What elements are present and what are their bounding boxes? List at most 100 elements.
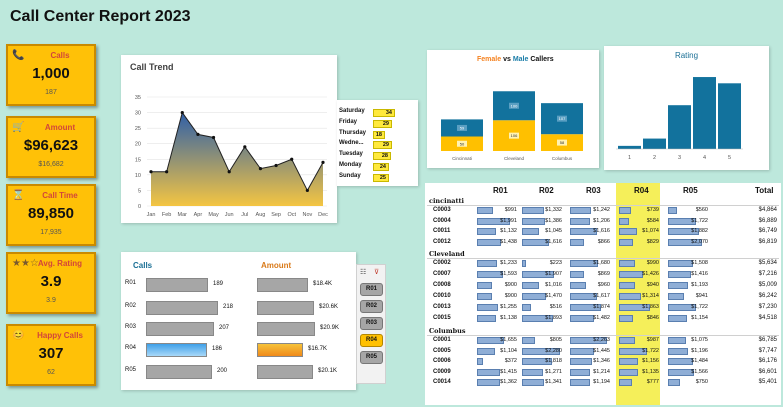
kpi-card-happy-calls[interactable]: 😊 Happy Calls 307 62	[6, 324, 96, 386]
kpi-card-calls[interactable]: 📞 Calls 1,000 187	[6, 44, 96, 106]
amount-bar-row[interactable]: $18.4K	[257, 277, 352, 292]
rating-bar[interactable]	[643, 138, 666, 149]
amount-bar-row[interactable]: $20.9K	[257, 321, 352, 336]
slicer-item-r03[interactable]: R03	[360, 317, 383, 330]
weekday-label: Monday	[339, 162, 362, 168]
calls-bar	[146, 301, 218, 315]
data-bar	[619, 260, 635, 267]
cell-value: $1,893	[545, 315, 562, 321]
weekday-label: Friday	[339, 118, 358, 125]
rating-chart[interactable]: Rating 1 2 3 4 5	[604, 46, 769, 170]
table-cell: $777	[619, 379, 659, 386]
kpi-card-call-time[interactable]: ⌛ Call Time 89,850 17,935	[6, 184, 96, 246]
clear-filter-icon[interactable]: ⊽	[374, 269, 380, 276]
rating-bar[interactable]	[618, 145, 641, 149]
call-trend-chart[interactable]: Call Trend 35 30 25 20 15 10 5 0 Jan Feb Mar Apr May…	[121, 55, 337, 223]
kpi-card-amount[interactable]: 🛒 Amount $96,623 $16,682	[6, 116, 96, 178]
gender-chart[interactable]: Female vs Male Callers 50 59 Cincinnati 106…	[427, 50, 599, 168]
row-total: $6,819	[758, 238, 777, 245]
weekday-row[interactable]: Monday 24	[337, 162, 418, 172]
data-bar	[477, 347, 495, 355]
weekday-row[interactable]: Sunday 25	[337, 173, 418, 183]
amount-bar-value: $20.6K	[319, 304, 339, 310]
female-label-bg	[457, 140, 467, 147]
weekday-chart[interactable]: Saturday 34 Friday 29 Thursday 18 Wedne... 29 Tu…	[337, 100, 418, 186]
trend-point[interactable]	[196, 132, 200, 136]
trend-point[interactable]	[305, 188, 309, 193]
calls-bar-label: R01	[125, 280, 137, 286]
data-bar	[668, 358, 693, 365]
slicer-item-r02[interactable]: R02	[360, 300, 383, 313]
weekday-row[interactable]: Thursday 18	[337, 130, 418, 140]
table-header[interactable]: R01	[493, 186, 508, 195]
trend-point[interactable]	[180, 110, 184, 115]
trend-point[interactable]	[227, 170, 231, 174]
table-row-id: C0010	[433, 293, 451, 299]
data-bar	[619, 228, 637, 235]
table-group-label[interactable]: Columbus	[429, 327, 466, 335]
data-bar	[522, 260, 526, 267]
table-group-label[interactable]: Cleveland	[429, 250, 465, 258]
weekday-row[interactable]: Saturday 34	[337, 108, 418, 118]
trend-point[interactable]	[149, 170, 153, 174]
trend-point[interactable]	[165, 170, 169, 174]
kpi-label: Avg. Rating	[37, 259, 83, 268]
amount-bar-value: $18.4K	[313, 281, 333, 287]
amount-bar-row[interactable]: $20.6K	[257, 300, 352, 315]
table-cell: $991	[477, 207, 517, 214]
slicer-item-r05[interactable]: R05	[360, 351, 383, 364]
multi-select-icon[interactable]: ☷	[360, 269, 367, 276]
weekday-bar: 25	[373, 173, 389, 182]
table-cell: $1,415	[477, 368, 517, 376]
slicer-item-r01[interactable]: R01	[360, 283, 383, 296]
table-header[interactable]: R03	[586, 186, 601, 195]
table-cell: $1,566	[668, 368, 708, 376]
calls-bar-row[interactable]: R04 186	[125, 342, 240, 357]
data-bar	[570, 358, 592, 365]
table-cell: $960	[570, 282, 610, 289]
region-slicer: ☷ ⊽ R01 R02 R03 R04 R05	[356, 264, 386, 384]
data-bar	[477, 358, 483, 365]
calls-bar-value: 207	[219, 325, 230, 331]
x-tick-label: Nov	[302, 212, 312, 218]
weekday-row[interactable]: Tuesday 28	[337, 151, 418, 161]
trend-point[interactable]	[321, 160, 325, 164]
trend-point[interactable]	[211, 135, 216, 140]
table-header[interactable]: R05	[683, 186, 698, 195]
table-header[interactable]: R02	[539, 186, 554, 195]
data-bar	[522, 228, 539, 235]
amount-bar-row[interactable]: $20.1K	[257, 364, 352, 379]
weekday-label: Saturday	[339, 108, 365, 114]
page-title: Call Center Report 2023	[10, 8, 191, 25]
kpi-card-avg-rating[interactable]: ★★☆ Avg. Rating 3.9 3.9	[6, 252, 96, 314]
rating-bar[interactable]	[668, 105, 691, 149]
rating-bar[interactable]	[693, 77, 716, 149]
table-header[interactable]: R04	[634, 186, 649, 195]
rating-bar[interactable]	[718, 83, 741, 149]
slicer-item-r04[interactable]: R04	[360, 334, 383, 347]
trend-point[interactable]	[258, 167, 263, 171]
calls-bar-row[interactable]: R01 189	[125, 277, 240, 292]
cell-value: $560	[695, 207, 708, 213]
data-bar	[522, 304, 531, 311]
trend-point[interactable]	[243, 145, 247, 149]
calls-bar-row[interactable]: R03 207	[125, 321, 240, 336]
row-total: $6,601	[758, 368, 777, 375]
table-header[interactable]: Total	[755, 186, 774, 195]
x-tick-label: Apr	[194, 212, 203, 218]
weekday-row[interactable]: Friday 29	[337, 119, 418, 129]
table-cell: $1,874	[570, 304, 610, 311]
calls-bar-row[interactable]: R05 200	[125, 364, 240, 379]
data-bar	[477, 228, 496, 235]
trend-point[interactable]	[290, 157, 294, 161]
weekday-row[interactable]: Wedne... 29	[337, 140, 418, 150]
amount-bar-row[interactable]: $16.7K	[257, 342, 352, 357]
cell-value: $1,415	[500, 368, 517, 375]
table-group-label[interactable]: cincinatti	[429, 197, 464, 205]
calls-bar-row[interactable]: R02 218	[125, 300, 240, 315]
trend-point[interactable]	[274, 163, 278, 168]
table-row-id: C0011	[433, 228, 451, 234]
data-bar	[477, 304, 498, 311]
data-bar	[522, 271, 554, 278]
rating-chart-title: Rating	[674, 51, 699, 60]
